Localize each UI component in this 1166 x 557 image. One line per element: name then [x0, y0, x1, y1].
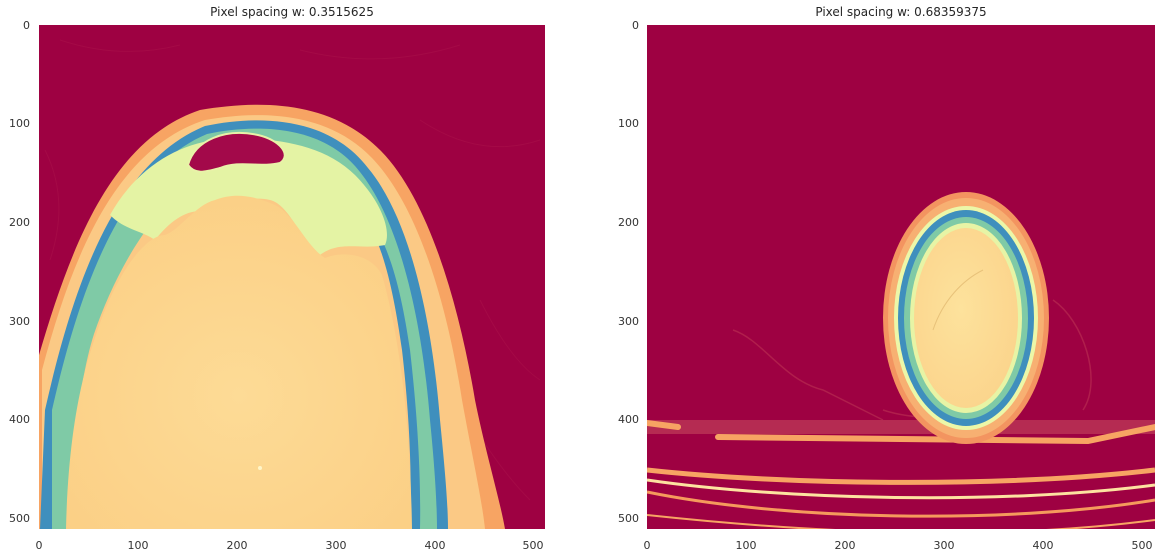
x-tick-label: 200 — [835, 539, 856, 552]
y-tick-label: 500 — [618, 512, 639, 525]
x-tick-label: 500 — [523, 539, 544, 552]
ct-slice-image — [647, 25, 1155, 529]
y-axis: 0 100 200 300 400 500 — [618, 19, 639, 525]
x-tick-label: 100 — [736, 539, 757, 552]
ct-panel-left: Pixel spacing w: 0.3515625 — [9, 5, 545, 552]
table-curve — [647, 514, 1155, 529]
y-tick-label: 300 — [9, 315, 30, 328]
ct-figure-right: Pixel spacing w: 0.68359375 — [618, 5, 1155, 552]
panel-title: Pixel spacing w: 0.3515625 — [210, 5, 374, 19]
y-tick-label: 400 — [618, 413, 639, 426]
y-tick-label: 0 — [23, 19, 30, 32]
frontal-sinus — [186, 132, 286, 173]
x-axis: 0 100 200 300 400 500 — [644, 539, 1153, 552]
head-support — [647, 420, 1155, 445]
y-tick-label: 100 — [618, 117, 639, 130]
ct-noise — [44, 39, 541, 501]
x-tick-label: 100 — [128, 539, 149, 552]
x-tick-label: 0 — [36, 539, 43, 552]
ct-figure-left: Pixel spacing w: 0.3515625 — [9, 5, 545, 552]
brain-tissue — [914, 228, 1018, 408]
brain-tissue — [66, 195, 412, 529]
y-tick-label: 300 — [618, 315, 639, 328]
table-curve — [647, 467, 1155, 485]
y-tick-label: 500 — [9, 512, 30, 525]
y-tick-label: 400 — [9, 413, 30, 426]
x-tick-label: 200 — [227, 539, 248, 552]
x-tick-label: 500 — [1132, 539, 1153, 552]
y-axis: 0 100 200 300 400 500 — [9, 19, 30, 525]
x-tick-label: 300 — [934, 539, 955, 552]
y-tick-label: 0 — [632, 19, 639, 32]
brain-sulcus — [932, 269, 984, 331]
y-tick-label: 100 — [9, 117, 30, 130]
ct-slice-image — [39, 25, 545, 529]
ct-panel-right: Pixel spacing w: 0.68359375 — [583, 0, 1166, 557]
y-tick-label: 200 — [618, 216, 639, 229]
x-axis: 0 100 200 300 400 500 — [36, 539, 544, 552]
x-tick-label: 400 — [1033, 539, 1054, 552]
table-curve — [647, 478, 1155, 500]
x-tick-label: 0 — [644, 539, 651, 552]
panel-title: Pixel spacing w: 0.68359375 — [815, 5, 986, 19]
x-tick-label: 400 — [425, 539, 446, 552]
x-tick-label: 300 — [326, 539, 347, 552]
table-curve — [647, 490, 1155, 518]
calcification-speck — [258, 466, 262, 470]
y-tick-label: 200 — [9, 216, 30, 229]
head-pad — [647, 420, 1155, 434]
